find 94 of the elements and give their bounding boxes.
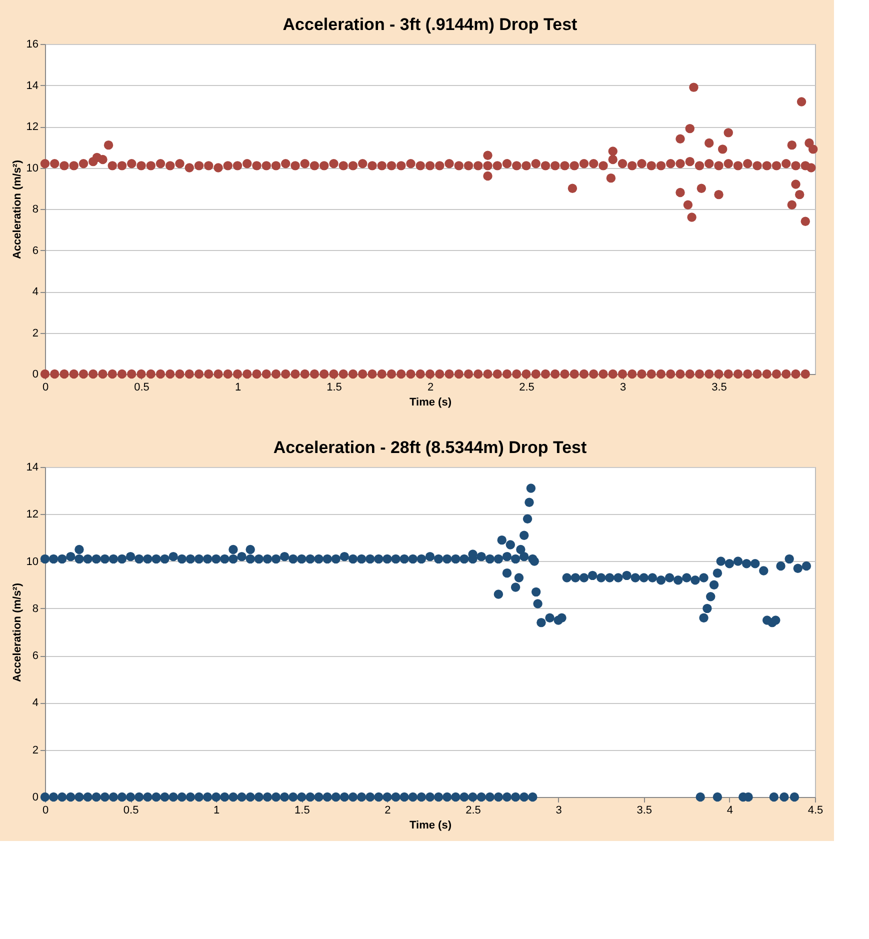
point: [794, 190, 804, 200]
point: [706, 592, 716, 602]
point: [524, 498, 534, 507]
x-tick-label: 4.5: [808, 804, 824, 816]
point: [808, 144, 818, 154]
y-tick-label: 0: [32, 792, 38, 804]
point: [74, 544, 84, 554]
point: [676, 188, 685, 198]
y-tick-label: 4: [32, 697, 38, 710]
y-tick-label: 10: [26, 162, 38, 174]
point: [533, 599, 542, 608]
point: [606, 173, 616, 183]
point: [702, 604, 712, 614]
x-tick-label: 3.5: [636, 804, 652, 816]
y-axis-title: Acceleration (m/s²): [11, 160, 24, 260]
y-tick-label: 16: [26, 38, 38, 50]
point: [510, 582, 520, 592]
y-tick-label: 12: [26, 121, 38, 133]
y-tick-label: 2: [32, 744, 38, 756]
y-tick-label: 8: [32, 602, 38, 615]
point: [699, 613, 708, 622]
point: [92, 152, 102, 162]
x-tick-label: 1.5: [294, 804, 310, 816]
y-tick-label: 12: [26, 508, 38, 521]
point: [520, 530, 529, 540]
x-axis-title: Time (s): [410, 396, 452, 408]
point: [228, 544, 238, 554]
y-tick-label: 6: [32, 650, 38, 662]
point: [531, 587, 541, 597]
x-tick-label: 1: [234, 382, 242, 394]
x-tick-label: 2.5: [466, 804, 481, 816]
point: [516, 544, 526, 554]
point: [806, 163, 816, 172]
y-tick-label: 2: [32, 327, 38, 340]
y-tick-label: 10: [26, 556, 38, 568]
x-tick-label: 1: [214, 804, 220, 816]
point: [800, 216, 810, 226]
point: [791, 180, 800, 189]
point: [724, 128, 733, 138]
point: [246, 544, 255, 554]
point: [687, 212, 696, 222]
point: [718, 144, 728, 154]
y-tick-label: 14: [26, 462, 38, 474]
point: [771, 616, 780, 625]
point: [676, 134, 685, 144]
point: [796, 97, 806, 106]
point: [714, 190, 724, 200]
point: [104, 140, 114, 150]
point: [689, 82, 698, 92]
point: [683, 200, 693, 210]
x-axis-title: Time (s): [410, 820, 452, 832]
x-tick-label: 2.5: [519, 382, 534, 394]
point: [716, 556, 726, 566]
point: [787, 200, 797, 210]
x-tick-label: 3: [620, 382, 626, 394]
point: [704, 138, 714, 148]
point: [545, 613, 554, 622]
point: [696, 184, 706, 193]
point: [522, 514, 532, 524]
point: [497, 535, 506, 545]
x-tick-label: 0: [42, 804, 49, 816]
y-tick-label: 14: [26, 80, 38, 92]
point: [483, 150, 492, 160]
x-tick-label: 3.5: [712, 382, 727, 394]
y-tick-label: 0: [32, 368, 38, 380]
point: [526, 484, 536, 493]
y-tick-label: 4: [32, 286, 38, 298]
y-tick-label: 6: [32, 244, 38, 257]
x-tick-label: 0: [42, 382, 49, 394]
point: [685, 124, 694, 134]
point: [514, 573, 524, 582]
point: [494, 590, 504, 599]
point: [557, 613, 566, 622]
point: [712, 568, 722, 578]
point: [787, 140, 797, 150]
point: [568, 184, 578, 193]
y-tick-label: 8: [32, 204, 38, 216]
point: [530, 556, 539, 566]
point: [506, 540, 516, 550]
chart-title: Acceleration - 28ft (8.5344m) Drop Test: [273, 438, 588, 457]
point: [608, 146, 618, 156]
point: [483, 171, 492, 181]
x-tick-label: 3: [556, 804, 562, 816]
x-tick-label: 0.5: [134, 382, 150, 394]
point: [502, 568, 512, 578]
x-tick-label: 2: [427, 382, 434, 394]
x-tick-label: 4: [726, 804, 734, 816]
point: [536, 618, 546, 628]
x-tick-label: 2: [384, 804, 391, 816]
y-axis-title: Acceleration (m/s²): [11, 582, 24, 682]
chart-title: Acceleration - 3ft (.9144m) Drop Test: [282, 15, 578, 34]
x-tick-label: 0.5: [123, 804, 139, 816]
point: [709, 580, 719, 590]
x-tick-label: 1.5: [326, 382, 342, 394]
